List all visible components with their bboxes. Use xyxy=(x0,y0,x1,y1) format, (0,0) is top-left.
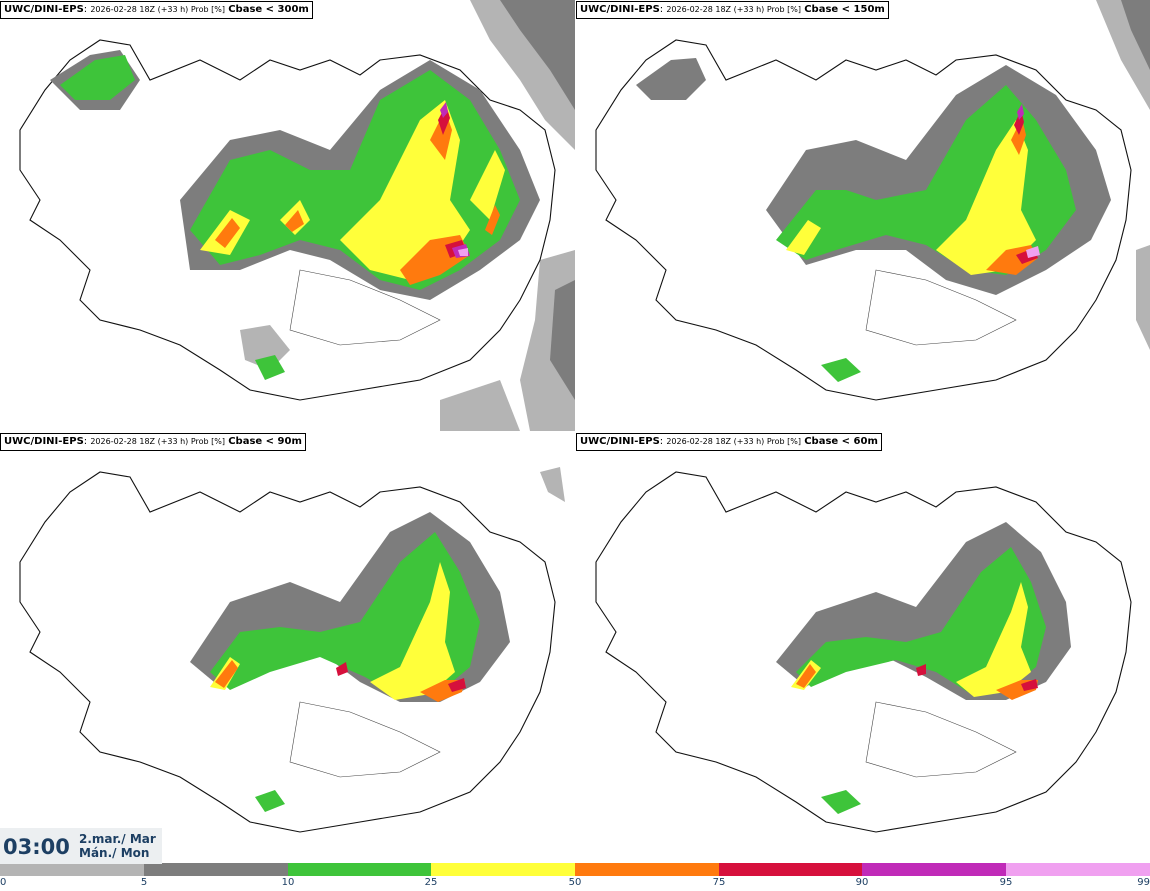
panel-title: UWC/DINI-EPS: 2026-02-28 18Z (+33 h) Pro… xyxy=(0,1,313,19)
colorbar-tick: 10 xyxy=(281,877,295,888)
colorbar-segment-5-10 xyxy=(144,863,288,876)
colorbar-tick: 0 xyxy=(0,877,7,888)
colorbar-tick: 50 xyxy=(568,877,582,888)
colorbar-segment-0-5 xyxy=(0,863,144,876)
colorbar-tick: 5 xyxy=(140,877,148,888)
valid-time-box: 03:00 2.mar./ Mar Mán./ Mon xyxy=(0,828,162,864)
colorbar-tick: 25 xyxy=(424,877,438,888)
colorbar-segment-90-95 xyxy=(862,863,1006,876)
colorbar-segment-95-99 xyxy=(1006,863,1150,876)
map-panel-cbase-90: UWC/DINI-EPS: 2026-02-28 18Z (+33 h) Pro… xyxy=(0,432,575,863)
colorbar xyxy=(0,863,1150,876)
probability-map xyxy=(595,0,1150,401)
colorbar-tick: 90 xyxy=(855,877,869,888)
colorbar-tick: 99 xyxy=(1137,877,1150,888)
probability-map xyxy=(19,467,565,833)
colorbar-segment-10-25 xyxy=(288,863,431,876)
panel-title: UWC/DINI-EPS: 2026-02-28 18Z (+33 h) Pro… xyxy=(576,1,889,19)
panel-title: UWC/DINI-EPS: 2026-02-28 18Z (+33 h) Pro… xyxy=(576,433,882,451)
colorbar-segment-25-50 xyxy=(431,863,575,876)
colorbar-segment-50-75 xyxy=(575,863,719,876)
colorbar-segment-75-90 xyxy=(719,863,862,876)
valid-weekday: Mán./ Mon xyxy=(79,846,150,860)
colorbar-tick: 95 xyxy=(999,877,1013,888)
probability-map xyxy=(19,0,575,431)
map-panel-cbase-60: UWC/DINI-EPS: 2026-02-28 18Z (+33 h) Pro… xyxy=(576,432,1150,863)
valid-date: 2.mar./ Mar xyxy=(79,832,156,846)
map-panel-cbase-150: UWC/DINI-EPS: 2026-02-28 18Z (+33 h) Pro… xyxy=(576,0,1150,431)
panel-title: UWC/DINI-EPS: 2026-02-28 18Z (+33 h) Pro… xyxy=(0,433,306,451)
probability-map xyxy=(595,471,1132,833)
colorbar-tick: 75 xyxy=(712,877,726,888)
valid-time: 03:00 xyxy=(3,835,70,859)
colorbar-ticks: 0 5 10 25 50 75 90 95 99 xyxy=(0,877,1150,891)
map-panel-cbase-300: UWC/DINI-EPS: 2026-02-28 18Z (+33 h) Pro… xyxy=(0,0,575,431)
